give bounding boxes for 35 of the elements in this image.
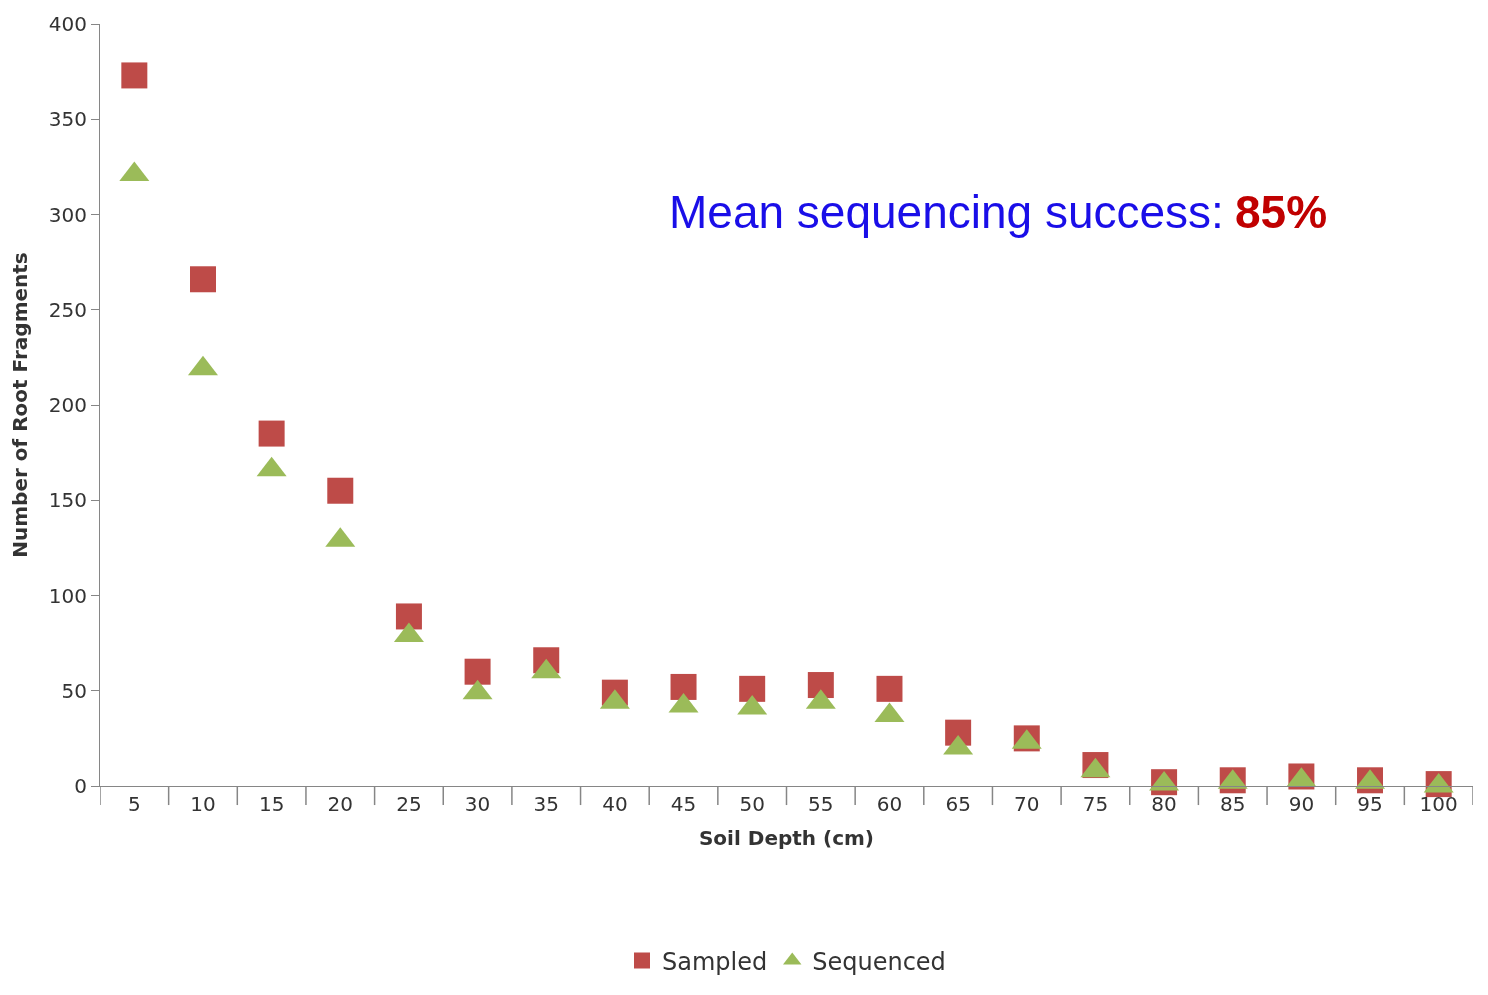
x-tick-label: 25 xyxy=(396,792,422,816)
x-tick-label: 95 xyxy=(1357,792,1383,816)
y-axis-title: Number of Root Fragments xyxy=(8,252,33,558)
y-tick-label: 200 xyxy=(48,393,87,417)
y-tick-label: 250 xyxy=(48,297,87,322)
x-tick-label: 80 xyxy=(1151,792,1177,816)
x-tick-label: 55 xyxy=(808,792,834,816)
x-tick-label: 20 xyxy=(327,792,354,816)
x-tick-label: 85 xyxy=(1220,792,1246,816)
y-tick-label: 400 xyxy=(48,12,87,36)
legend-label: Sampled xyxy=(662,947,768,976)
x-tick-label: 10 xyxy=(190,792,216,816)
x-tick-label: 60 xyxy=(876,792,903,816)
x-tick-label: 90 xyxy=(1288,792,1315,816)
y-tick-label: 100 xyxy=(48,583,87,608)
x-tick-label: 65 xyxy=(945,792,971,816)
x-tick-label: 15 xyxy=(258,792,285,816)
x-tick-label: 50 xyxy=(739,792,765,816)
y-tick-label: 50 xyxy=(61,678,87,703)
x-tick-label: 70 xyxy=(1014,792,1040,816)
x-tick-label: 5 xyxy=(127,792,141,816)
x-tick-label: 30 xyxy=(464,792,491,816)
annotation: Mean sequencing success: xyxy=(669,186,1224,238)
x-tick-label: 75 xyxy=(1082,792,1109,816)
x-tick-label: 40 xyxy=(602,792,628,816)
x-tick-label: 35 xyxy=(533,792,559,816)
annotation: 85% xyxy=(1235,186,1328,238)
legend-label: Sequenced xyxy=(812,947,946,976)
y-tick-label: 300 xyxy=(48,202,87,227)
y-tick-label: 350 xyxy=(48,107,87,132)
x-axis-title: Soil Depth (cm) xyxy=(698,825,875,850)
x-tick-label: 45 xyxy=(670,792,697,816)
y-tick-label: 0 xyxy=(74,774,87,798)
x-tick-label: 100 xyxy=(1419,792,1458,816)
y-tick-label: 150 xyxy=(48,488,87,513)
